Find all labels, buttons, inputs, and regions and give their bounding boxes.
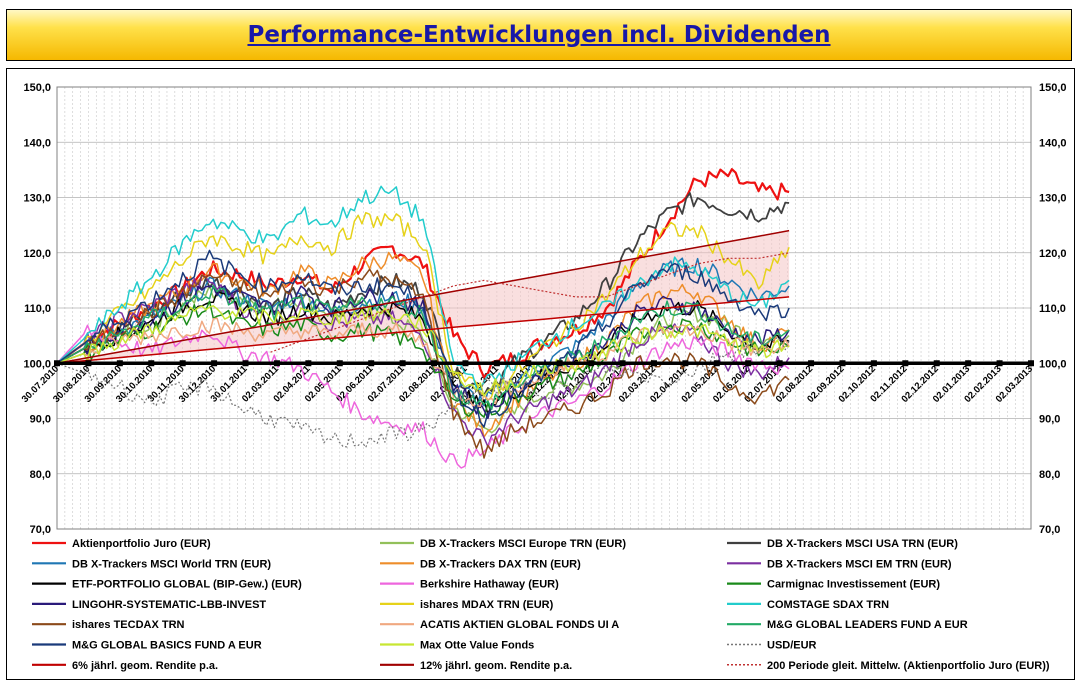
reference-marker bbox=[650, 360, 657, 367]
series-line bbox=[56, 229, 790, 365]
reference-marker bbox=[776, 360, 783, 367]
series-line bbox=[56, 300, 790, 418]
reference-marker bbox=[965, 360, 972, 367]
y-tick-label-left: 140,0 bbox=[23, 137, 51, 149]
y-tick-label-left: 120,0 bbox=[23, 248, 51, 260]
chart-title: Performance-Entwicklungen incl. Dividend… bbox=[247, 22, 831, 48]
y-tick-label-left: 110,0 bbox=[24, 303, 51, 315]
y-tick-label-right: 100,0 bbox=[1039, 358, 1067, 370]
reference-marker bbox=[211, 360, 218, 367]
y-tick-label-right: 80,0 bbox=[1039, 469, 1060, 481]
series-line bbox=[56, 324, 790, 469]
legend-label: USD/EUR bbox=[767, 640, 817, 652]
y-tick-label-right: 70,0 bbox=[1039, 524, 1060, 536]
reference-marker bbox=[431, 360, 438, 367]
series-line bbox=[56, 296, 790, 365]
legend-label: ishares MDAX TRN (EUR) bbox=[420, 599, 554, 611]
reference-marker bbox=[305, 360, 312, 367]
legend-label: LINGOHR-SYSTEMATIC-LBB-INVEST bbox=[72, 599, 266, 611]
reference-marker bbox=[399, 360, 406, 367]
line-chart: 70,0 70,0 80,0 80,0 90,0 90,0 100,0 100,0 110,0 1… bbox=[20, 82, 1067, 672]
reference-marker bbox=[619, 360, 626, 367]
reference-marker bbox=[242, 360, 249, 367]
reference-marker bbox=[116, 360, 123, 367]
legend-label: ACATIS AKTIEN GLOBAL FONDS UI A bbox=[420, 619, 619, 631]
y-tick-label-left: 70,0 bbox=[30, 524, 51, 536]
series-line bbox=[56, 249, 790, 428]
title-bar: Performance-Entwicklungen incl. Dividend… bbox=[6, 9, 1072, 61]
legend-label: Max Otte Value Fonds bbox=[420, 640, 534, 652]
reference-marker bbox=[1028, 360, 1034, 367]
series-line bbox=[56, 291, 790, 415]
reference-marker bbox=[870, 360, 877, 367]
reference-marker bbox=[462, 360, 469, 367]
series-line bbox=[56, 268, 790, 459]
legend-label: DB X-Trackers MSCI Europe TRN (EUR) bbox=[420, 538, 626, 550]
y-tick-label-right: 130,0 bbox=[1039, 193, 1067, 205]
reference-marker bbox=[745, 360, 752, 367]
reference-marker bbox=[902, 360, 909, 367]
reference-marker bbox=[588, 360, 595, 367]
y-tick-label-left: 80,0 bbox=[30, 469, 51, 481]
legend-label: M&G GLOBAL LEADERS FUND A EUR bbox=[767, 619, 968, 631]
reference-marker bbox=[556, 360, 563, 367]
y-tick-label-left: 150,0 bbox=[23, 82, 51, 94]
series-line bbox=[56, 251, 790, 438]
legend-label: Aktienportfolio Juro (EUR) bbox=[72, 538, 211, 550]
reference-marker bbox=[54, 360, 60, 367]
series-line bbox=[56, 304, 790, 397]
reference-marker bbox=[368, 360, 375, 367]
reference-marker bbox=[525, 360, 532, 367]
legend-label: COMSTAGE SDAX TRN bbox=[767, 599, 889, 611]
y-tick-label-left: 90,0 bbox=[30, 414, 51, 426]
y-tick-label-right: 150,0 bbox=[1039, 82, 1067, 94]
legend-label: M&G GLOBAL BASICS FUND A EUR bbox=[72, 640, 262, 652]
legend-label: DB X-Trackers MSCI USA TRN (EUR) bbox=[767, 538, 958, 550]
reference-marker bbox=[336, 360, 343, 367]
legend-label: ishares TECDAX TRN bbox=[72, 619, 185, 631]
legend-label: Berkshire Hathaway (EUR) bbox=[420, 579, 559, 591]
y-tick-label-left: 130,0 bbox=[23, 193, 51, 205]
plot-area-border bbox=[56, 86, 1032, 530]
y-tick-label-right: 120,0 bbox=[1039, 248, 1067, 260]
legend-label: ETF-PORTFOLIO GLOBAL (BIP-Gew.) (EUR) bbox=[72, 579, 302, 591]
series-line bbox=[56, 284, 790, 434]
reference-marker bbox=[839, 360, 846, 367]
series-line bbox=[270, 252, 790, 353]
reference-marker bbox=[996, 360, 1003, 367]
legend-label: 200 Periode gleit. Mittelw. (Aktienportf… bbox=[767, 660, 1050, 672]
legend-label: 6% jährl. geom. Rendite p.a. bbox=[72, 660, 218, 672]
y-tick-label-right: 140,0 bbox=[1039, 137, 1067, 149]
legend-label: DB X-Trackers MSCI EM TRN (EUR) bbox=[767, 558, 952, 570]
series-line bbox=[56, 285, 790, 420]
chart-frame: 70,0 70,0 80,0 80,0 90,0 90,0 100,0 100,0 110,0 1… bbox=[6, 68, 1075, 680]
reference-marker bbox=[713, 360, 720, 367]
reference-marker bbox=[493, 360, 500, 367]
y-tick-label-left: 100,0 bbox=[23, 358, 51, 370]
series-line bbox=[56, 336, 790, 448]
y-tick-label-right: 110,0 bbox=[1039, 303, 1066, 315]
legend-label: 12% jährl. geom. Rendite p.a. bbox=[420, 660, 572, 672]
series-line bbox=[56, 211, 790, 402]
reference-marker bbox=[933, 360, 940, 367]
reference-marker bbox=[273, 360, 280, 367]
series-group bbox=[56, 168, 790, 469]
y-tick-label-right: 90,0 bbox=[1039, 414, 1060, 426]
legend-label: DB X-Trackers MSCI World TRN (EUR) bbox=[72, 558, 271, 570]
reference-marker bbox=[148, 360, 155, 367]
series-line bbox=[56, 317, 790, 408]
series-line bbox=[56, 185, 790, 391]
reference-marker bbox=[85, 360, 92, 367]
series-line bbox=[56, 284, 790, 411]
reference-marker bbox=[808, 360, 815, 367]
legend-label: DB X-Trackers DAX TRN (EUR) bbox=[420, 558, 581, 570]
reference-marker bbox=[179, 360, 186, 367]
legend-label: Carmignac Investissement (EUR) bbox=[767, 579, 940, 591]
reference-marker bbox=[682, 360, 689, 367]
